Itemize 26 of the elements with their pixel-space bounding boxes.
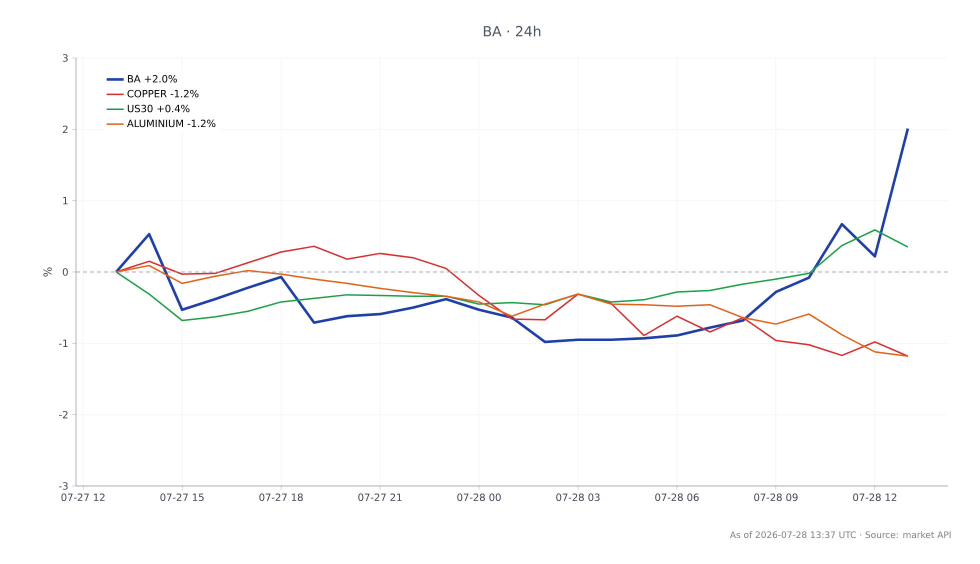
legend-label: BA +2.0% bbox=[128, 75, 177, 83]
x-tick-label: 07-28 06 bbox=[655, 493, 699, 502]
x-tick-label: 07-27 15 bbox=[160, 493, 204, 502]
y-tick-label: 3 bbox=[62, 54, 68, 62]
line-series bbox=[115, 264, 909, 357]
line-series bbox=[115, 229, 909, 322]
x-tick-label: 07-27 12 bbox=[61, 493, 105, 502]
legend-label: US30 +0.4% bbox=[128, 104, 190, 112]
legend-label: ALUMINIUM -1.2% bbox=[127, 120, 216, 128]
text: As of 2026-07-28 13:37 UTC · Source: market API bbox=[730, 531, 951, 538]
line-series bbox=[114, 127, 910, 344]
chart-title: BA · 24h bbox=[484, 26, 540, 36]
x-tick-label: 07-27 18 bbox=[259, 493, 303, 502]
y-tick-label: -3 bbox=[59, 482, 68, 490]
legend-label: COPPER -1.2% bbox=[128, 90, 199, 98]
y-axis-title: % bbox=[43, 267, 52, 277]
x-tick-label: 07-28 03 bbox=[556, 493, 600, 502]
x-tick-label: 07-28 09 bbox=[754, 493, 798, 502]
x-tick-label: 07-27 21 bbox=[358, 493, 402, 502]
y-tick-label: 1 bbox=[63, 197, 68, 204]
x-tick-label: 07-28 00 bbox=[457, 493, 501, 502]
x-tick-label: 07-28 12 bbox=[853, 493, 896, 502]
y-tick-label: 2 bbox=[62, 126, 68, 134]
y-tick-label: -1 bbox=[59, 340, 68, 347]
y-tick-label: 0 bbox=[62, 268, 68, 276]
y-tick-label: -2 bbox=[59, 410, 68, 418]
